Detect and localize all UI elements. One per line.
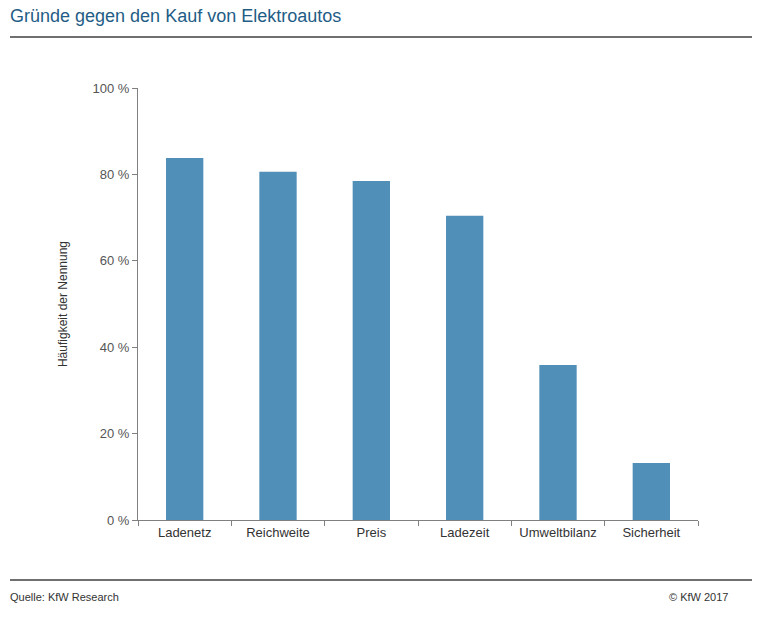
svg-text:100 %: 100 %	[93, 81, 130, 96]
svg-text:Sicherheit: Sicherheit	[622, 525, 680, 540]
svg-text:Preis: Preis	[357, 525, 387, 540]
svg-text:Quelle: KfW Research: Quelle: KfW Research	[10, 591, 119, 603]
svg-text:20 %: 20 %	[100, 426, 130, 441]
svg-text:40 %: 40 %	[100, 340, 130, 355]
svg-text:Ladezeit: Ladezeit	[440, 525, 490, 540]
svg-text:0 %: 0 %	[107, 513, 130, 528]
svg-text:Häufigkeit der Nennung: Häufigkeit der Nennung	[56, 241, 70, 367]
svg-text:Ladenetz: Ladenetz	[158, 525, 212, 540]
svg-text:Reichweite: Reichweite	[246, 525, 310, 540]
svg-text:© KfW 2017: © KfW 2017	[669, 591, 728, 603]
svg-text:60 %: 60 %	[100, 253, 130, 268]
svg-text:Umweltbilanz: Umweltbilanz	[519, 525, 596, 540]
svg-text:Gründe gegen den Kauf von Elek: Gründe gegen den Kauf von Elektroautos	[10, 6, 341, 26]
svg-text:80 %: 80 %	[100, 167, 130, 182]
